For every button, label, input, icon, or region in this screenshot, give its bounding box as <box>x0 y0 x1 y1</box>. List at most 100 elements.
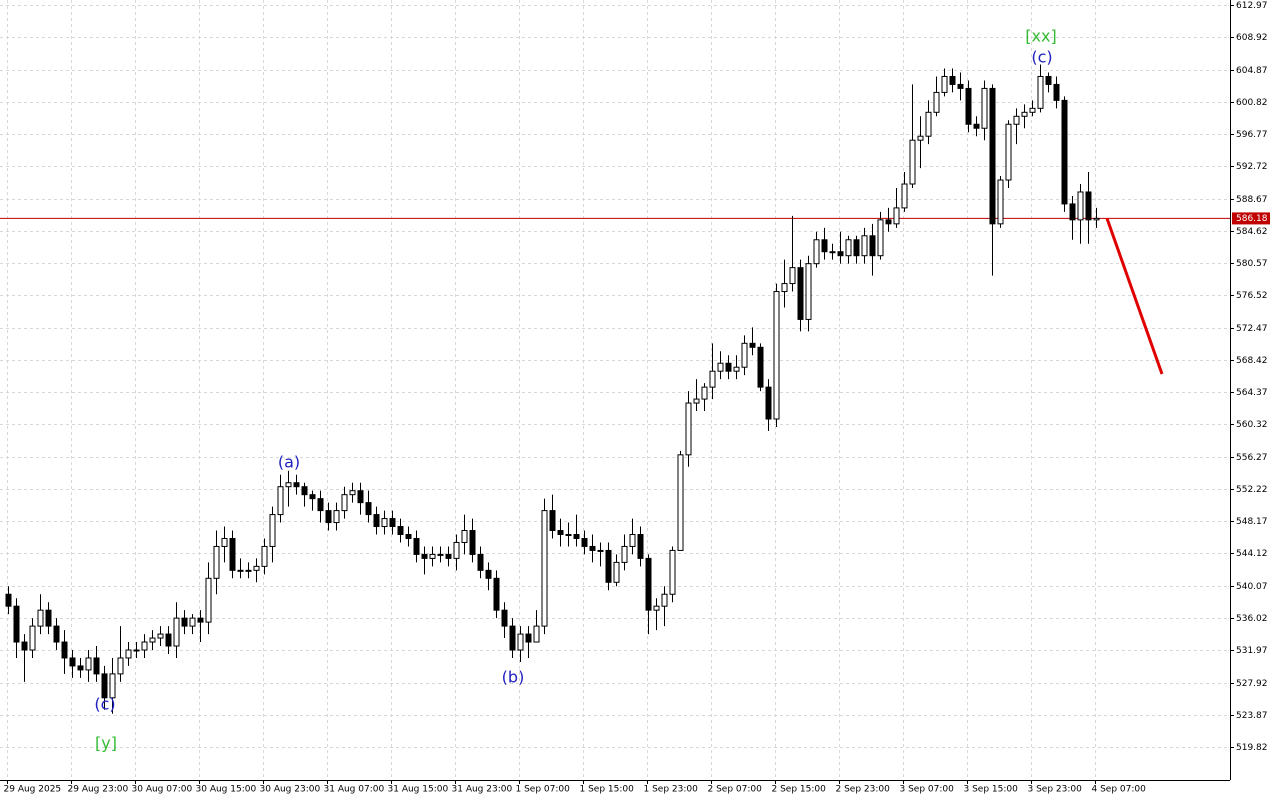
candle-body <box>253 565 260 571</box>
candle-body <box>797 267 804 320</box>
y-tick-label: 592.72 <box>1236 162 1268 172</box>
candle-body <box>173 617 180 647</box>
candle-body <box>357 490 364 504</box>
x-tick-label: 31 Aug 07:00 <box>324 785 385 795</box>
candle-body <box>741 342 748 368</box>
y-tick-label: 568.42 <box>1236 356 1268 366</box>
y-tick-label: 560.32 <box>1236 420 1268 430</box>
candle-body <box>21 641 28 651</box>
candle-body <box>805 263 812 320</box>
candle-body <box>437 553 444 556</box>
candle-body <box>1029 107 1036 113</box>
candle-body <box>365 502 372 516</box>
candle-body <box>549 510 556 532</box>
x-tick-label: 1 Sep 15:00 <box>580 785 635 795</box>
axes: 612.97 608.92 604.87 600.82 596.77 592.72 588.… <box>4 1 1270 795</box>
candle-body <box>861 235 868 257</box>
wave-label: (c) <box>1031 48 1052 67</box>
candle-body <box>213 545 220 579</box>
candle-body <box>29 625 36 651</box>
candle-body <box>333 510 340 524</box>
candle-body <box>229 537 236 571</box>
candle-body <box>893 207 900 225</box>
candle-body <box>485 569 492 579</box>
candle-body <box>637 533 644 559</box>
candle-body <box>13 605 20 643</box>
x-tick-label: 2 Sep 07:00 <box>708 785 763 795</box>
candle-body <box>413 537 420 555</box>
candle-body <box>405 533 412 539</box>
x-tick-label: 31 Aug 15:00 <box>388 785 449 795</box>
candle-body <box>821 239 828 253</box>
candle-body <box>725 362 732 372</box>
candle-body <box>757 346 764 388</box>
candle-body <box>629 533 636 547</box>
candle-body <box>453 541 460 559</box>
candle-body <box>917 135 924 141</box>
candle-body <box>181 617 188 627</box>
candle-body <box>685 402 692 456</box>
candle-body <box>501 609 508 627</box>
candle-body <box>941 75 948 93</box>
candle-body <box>429 553 436 559</box>
plot: (a) (b) (c) [xx] (c) [y] <box>0 27 1230 753</box>
candle-body <box>557 530 564 535</box>
candle-body <box>317 498 324 512</box>
x-tick-label: 4 Sep 07:00 <box>1092 785 1147 795</box>
wave-label: (b) <box>502 668 525 687</box>
candle-body <box>149 637 156 643</box>
x-tick-label: 29 Aug 2025 <box>4 785 62 795</box>
y-tick-label: 612.97 <box>1236 1 1268 11</box>
candle-body <box>5 593 12 607</box>
candle-body <box>765 386 772 420</box>
candle-body <box>989 87 996 225</box>
candle-body <box>157 633 164 639</box>
y-tick-label: 572.47 <box>1236 324 1268 334</box>
candle-body <box>645 557 652 611</box>
candle-body <box>269 514 276 547</box>
candle-body <box>565 533 572 536</box>
x-tick-label: 30 Aug 07:00 <box>132 785 193 795</box>
candle-body <box>381 518 388 528</box>
candle-body <box>1069 203 1076 221</box>
y-tick-label: 527.92 <box>1236 679 1268 689</box>
y-tick-label: 536.02 <box>1236 614 1268 624</box>
candle-body <box>997 179 1004 225</box>
grid <box>0 0 1230 780</box>
candle-body <box>117 657 124 675</box>
candle-body <box>541 510 548 627</box>
candle-body <box>469 530 476 555</box>
wave-label: [xx] <box>1025 27 1056 46</box>
candle-body <box>309 494 316 500</box>
candle-body <box>397 526 404 535</box>
candle-body <box>1013 115 1020 125</box>
candle-body <box>1061 99 1068 205</box>
y-tick-label: 604.87 <box>1236 66 1268 76</box>
candle-body <box>101 673 108 699</box>
candle-body <box>325 510 332 524</box>
candle-body <box>197 617 204 623</box>
candle-body <box>829 251 836 254</box>
candle-body <box>877 219 884 257</box>
candle-body <box>933 91 940 113</box>
candle-body <box>77 665 84 671</box>
candle-body <box>853 239 860 257</box>
candle-body <box>813 239 820 265</box>
candle-body <box>125 649 132 659</box>
candle-body <box>965 87 972 125</box>
candle-body <box>597 549 604 552</box>
candle-body <box>533 625 540 643</box>
candle-body <box>165 633 172 647</box>
candle-body <box>981 87 988 129</box>
y-tick-label: 548.17 <box>1236 517 1268 527</box>
y-tick-label: 588.67 <box>1236 195 1268 205</box>
candle-body <box>789 267 796 285</box>
candle-body <box>517 633 524 651</box>
candle-body <box>389 518 396 528</box>
y-tick-label: 576.52 <box>1236 291 1268 301</box>
wave-label: [y] <box>95 734 117 753</box>
y-tick-label: 596.77 <box>1236 130 1268 140</box>
candle-body <box>1045 75 1052 85</box>
candle-body <box>733 366 740 372</box>
